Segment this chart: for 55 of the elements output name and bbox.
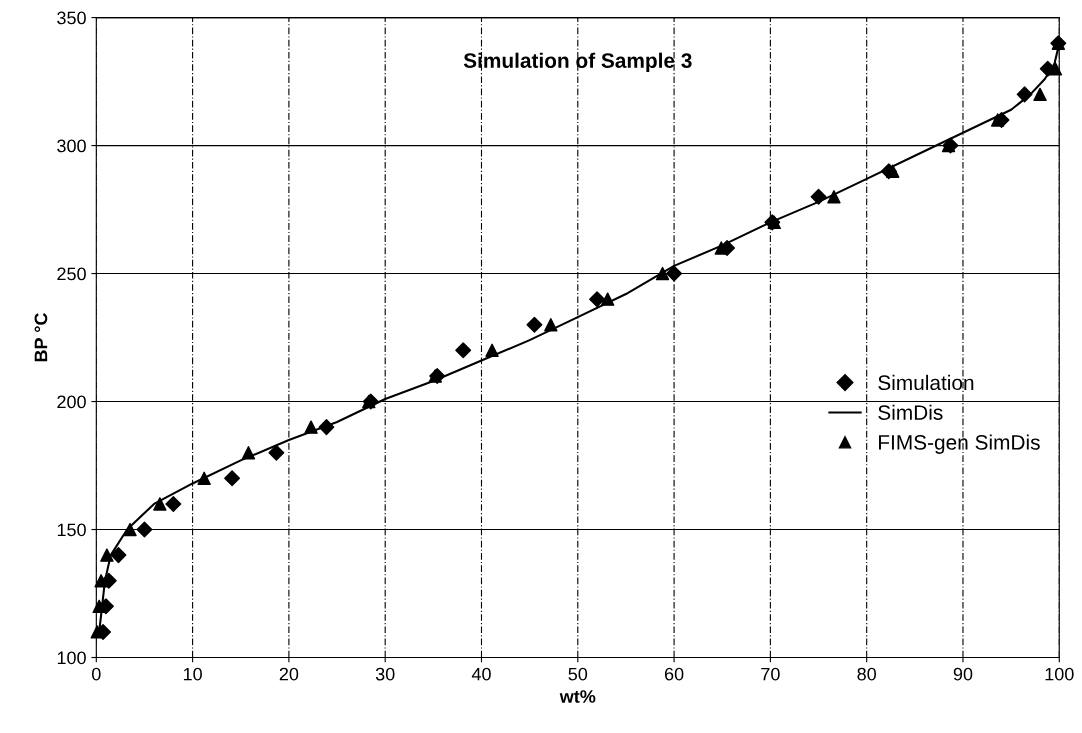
point: [304, 420, 318, 434]
x-tick-label: 90: [953, 667, 973, 681]
x-tick-label: 10: [183, 667, 202, 681]
point: [318, 419, 335, 436]
point: [110, 547, 127, 564]
point: [241, 446, 256, 460]
point: [224, 470, 241, 487]
point: [136, 521, 153, 538]
x-tick-label: 80: [857, 667, 877, 681]
point: [526, 316, 543, 333]
text: Simulation of Sample 3: [463, 52, 692, 73]
x-tick-label: 20: [279, 667, 299, 681]
point: [197, 471, 211, 486]
point: [589, 291, 606, 308]
x-tick-label: 70: [761, 667, 780, 681]
point: [268, 444, 285, 461]
point: [100, 548, 114, 562]
x-tick-label: 40: [471, 667, 491, 681]
y-tick-label: 150: [57, 523, 86, 537]
x-tick-label: 60: [664, 667, 684, 681]
point: [428, 369, 442, 383]
point: [827, 190, 841, 204]
point: [94, 574, 108, 588]
point: [885, 164, 900, 178]
y-tick-label: 250: [57, 267, 86, 281]
point: [92, 599, 106, 614]
x-tick-label: 0: [91, 667, 101, 681]
y-tick-label: 200: [57, 395, 86, 409]
point: [990, 113, 1005, 127]
point: [1016, 86, 1033, 103]
point: [666, 265, 683, 282]
point: [455, 342, 472, 359]
y-tick-label: 350: [57, 11, 86, 25]
x-tick-label: 50: [568, 667, 588, 681]
y-axis-title: BP °C: [34, 313, 48, 362]
x-axis-title: wt%: [559, 690, 596, 703]
y-tick-label: 100: [57, 651, 86, 665]
point: [1033, 87, 1047, 102]
point: [714, 241, 728, 255]
y-tick-label: 300: [57, 139, 86, 153]
point: [153, 497, 167, 511]
point: [90, 625, 104, 639]
point: [655, 266, 670, 281]
point: [485, 343, 499, 358]
point: [544, 318, 558, 332]
point: [600, 292, 615, 306]
x-tick-label: 100: [1045, 667, 1074, 681]
point: [810, 188, 827, 205]
legend-label: SimDis: [878, 404, 943, 420]
legend-label: Simulation: [878, 374, 974, 391]
x-tick-label: 30: [375, 667, 395, 681]
point: [123, 522, 137, 537]
legend-label: FIMS-gen SimDis: [879, 434, 1040, 454]
point: [1048, 62, 1063, 76]
point: [165, 495, 182, 512]
